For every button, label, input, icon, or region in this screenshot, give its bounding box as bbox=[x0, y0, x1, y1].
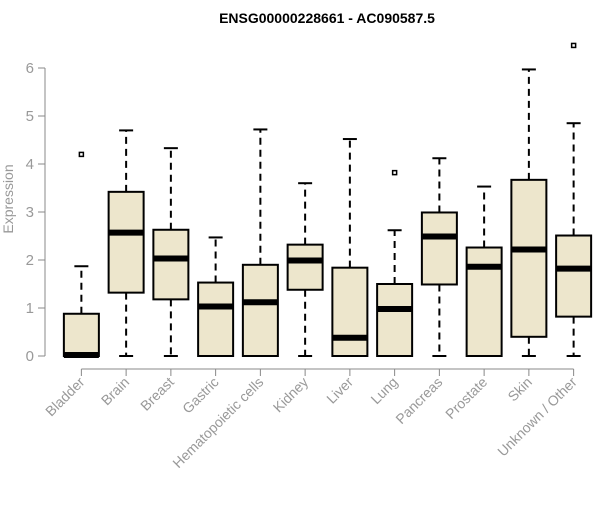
y-tick-label: 0 bbox=[26, 348, 34, 365]
x-tick-label: Brain bbox=[98, 374, 132, 408]
y-axis: 0 1 2 3 4 5 6 bbox=[26, 60, 46, 365]
chart-title: ENSG00000228661 - AC090587.5 bbox=[219, 10, 435, 26]
outlier-point bbox=[78, 151, 85, 158]
box-group-brain bbox=[107, 129, 145, 357]
box-group-gastric bbox=[197, 236, 235, 357]
box-iqr bbox=[376, 283, 414, 357]
outlier-point bbox=[391, 169, 398, 176]
x-tick-label: Liver bbox=[323, 374, 356, 407]
box-iqr bbox=[555, 234, 593, 318]
box-iqr bbox=[286, 243, 324, 291]
y-tick-label: 3 bbox=[26, 204, 34, 221]
y-axis-label: Expression bbox=[0, 164, 16, 233]
box-group-skin bbox=[510, 68, 548, 357]
box-group-liver bbox=[331, 138, 369, 357]
box-iqr bbox=[241, 263, 279, 357]
y-tick-label: 6 bbox=[26, 60, 34, 77]
x-tick-label: Prostate bbox=[442, 374, 490, 422]
y-tick-label: 5 bbox=[26, 108, 34, 125]
box-group-bladder bbox=[62, 151, 100, 359]
x-tick-label: Unknown / Other bbox=[494, 374, 580, 460]
box-iqr bbox=[152, 228, 190, 301]
box-group-breast bbox=[152, 147, 190, 357]
box-group-hematopoietic-cells bbox=[241, 128, 279, 357]
boxes-layer bbox=[62, 42, 593, 359]
y-tick-label: 1 bbox=[26, 300, 34, 317]
x-tick-label: Lung bbox=[367, 374, 400, 407]
x-tick-label: Pancreas bbox=[392, 374, 445, 427]
box-group-unknown-other bbox=[555, 42, 593, 357]
box-iqr bbox=[510, 178, 548, 338]
x-tick-label: Kidney bbox=[270, 374, 312, 416]
box-group-prostate bbox=[465, 185, 503, 358]
x-tick-label: Bladder bbox=[42, 374, 88, 420]
box-iqr bbox=[331, 266, 369, 357]
box-iqr bbox=[107, 190, 145, 294]
y-tick-label: 4 bbox=[26, 156, 34, 173]
box-group-kidney bbox=[286, 182, 324, 357]
x-tick-label: Gastric bbox=[179, 374, 222, 417]
y-tick-label: 2 bbox=[26, 252, 34, 269]
box-iqr bbox=[420, 211, 458, 286]
x-tick-label: Breast bbox=[137, 374, 177, 414]
box-group-pancreas bbox=[420, 157, 458, 357]
outlier-point bbox=[570, 42, 577, 49]
box-iqr bbox=[197, 281, 235, 357]
x-tick-label: Skin bbox=[504, 374, 535, 405]
box-iqr bbox=[62, 312, 100, 358]
box-group-lung bbox=[376, 169, 414, 357]
